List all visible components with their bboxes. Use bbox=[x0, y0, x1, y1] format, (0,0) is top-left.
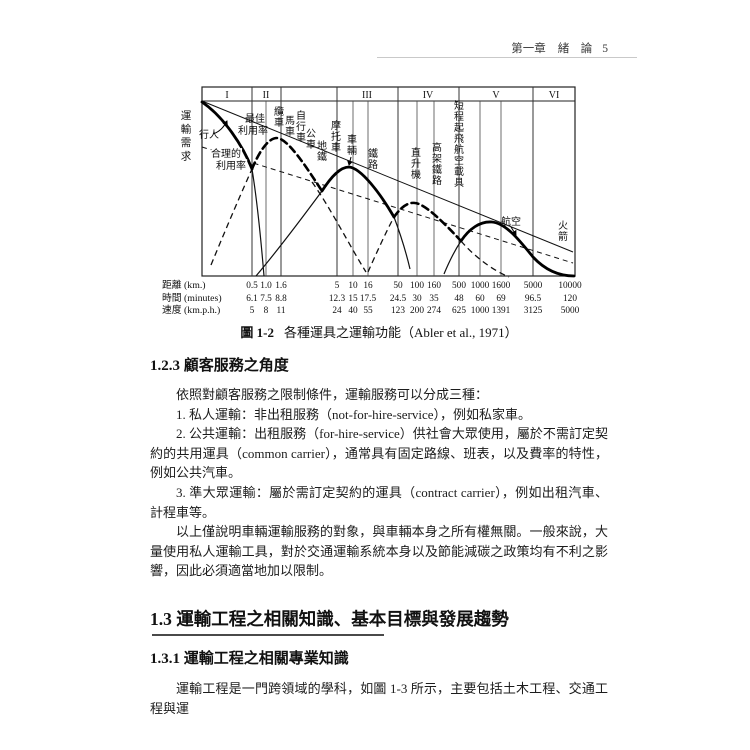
reasonable-use-label-1: 合理的 bbox=[211, 147, 241, 160]
chapter-label: 第一章 bbox=[511, 43, 546, 55]
paragraph-private-transport: 1. 私人運輸：非出租服務（not-for-hire-service），例如私家… bbox=[176, 406, 532, 422]
pedestrian-label: 行人 bbox=[199, 128, 219, 141]
svg-text:10: 10 bbox=[348, 281, 358, 291]
svg-text:625: 625 bbox=[452, 306, 466, 316]
svg-text:12.3: 12.3 bbox=[329, 294, 346, 304]
svg-text:8.8: 8.8 bbox=[275, 294, 287, 304]
svg-text:1.0: 1.0 bbox=[260, 281, 272, 291]
svg-text:55: 55 bbox=[363, 306, 373, 316]
figure-caption: 圖 1-2 各種運具之運輸功能（Abler et al., 1971） bbox=[150, 322, 608, 341]
bus-label: 公車 bbox=[304, 128, 316, 150]
zone-label-1: I bbox=[225, 90, 228, 101]
header-rule bbox=[377, 57, 637, 58]
horse-cart-label: 馬車 bbox=[283, 115, 295, 137]
svg-text:35: 35 bbox=[429, 294, 439, 304]
paragraph-public-transport: 2. 公共運輸：出租服務（for-hire-service）供社會大眾使用，屬於… bbox=[150, 426, 608, 481]
svg-text:5: 5 bbox=[250, 306, 255, 316]
paragraph-summary: 以上僅說明車輛運輸服務的對象，與車輛本身之所有權無關。一般來說，大量使用私人運輸… bbox=[150, 524, 608, 579]
speed-row-label: 速度 (km.p.h.) bbox=[162, 303, 220, 316]
svg-text:30: 30 bbox=[412, 294, 422, 304]
svg-text:50: 50 bbox=[393, 281, 403, 291]
svg-text:1.6: 1.6 bbox=[275, 281, 287, 291]
reasonable-use-label-2: 利用率 bbox=[216, 159, 246, 172]
motorcycle-label: 摩托車 bbox=[329, 119, 341, 153]
tick-grid bbox=[265, 101, 502, 276]
section-heading-1-3-1: 1.3.1 運輸工程之相關專業知識 bbox=[150, 650, 349, 667]
bicycle-label: 自行車 bbox=[294, 109, 306, 143]
cable-car-label: 纜車 bbox=[272, 105, 284, 128]
svg-text:5000: 5000 bbox=[524, 281, 543, 291]
running-header: 第一章緒 論 5 bbox=[511, 40, 608, 56]
paragraph-intro: 依照對顧客服務之限制條件，運輸服務可以分成三種： bbox=[176, 387, 489, 402]
speed-values: 5 8 11 24 40 55 123 200 274 625 1000 139… bbox=[250, 306, 580, 316]
svg-text:120: 120 bbox=[563, 294, 577, 304]
rocket-label: 火箭 bbox=[556, 220, 568, 242]
svg-text:11: 11 bbox=[277, 306, 286, 316]
svg-text:60: 60 bbox=[475, 294, 485, 304]
annotation-arrows bbox=[212, 120, 517, 236]
text-column: 1.2.3 顧客服務之角度 依照對顧客服務之限制條件，運輸服務可以分成三種： 1… bbox=[150, 356, 608, 718]
svg-text:69: 69 bbox=[496, 294, 506, 304]
vehicle-label: 車輛 bbox=[345, 133, 357, 156]
zone-label-2: II bbox=[263, 90, 270, 101]
figure-transport-modes-chart: I II III IV V VI bbox=[162, 86, 582, 316]
mode-curves bbox=[210, 168, 510, 278]
svg-text:123: 123 bbox=[391, 306, 405, 316]
svg-text:48: 48 bbox=[454, 294, 464, 304]
time-row-label: 時間 (minutes) bbox=[162, 292, 222, 304]
metro-label: 地鐵 bbox=[315, 139, 327, 162]
svg-text:1000: 1000 bbox=[471, 281, 490, 291]
time-values: 6.1 7.5 8.8 12.3 15 17.5 24.5 30 35 48 6… bbox=[246, 294, 577, 304]
svg-text:5: 5 bbox=[335, 281, 340, 291]
svg-text:3125: 3125 bbox=[524, 306, 543, 316]
chapter-title: 緒 論 bbox=[557, 43, 593, 55]
svg-text:7.5: 7.5 bbox=[260, 294, 272, 304]
svg-text:1600: 1600 bbox=[492, 281, 511, 291]
railway-label: 鐵路 bbox=[366, 147, 378, 170]
zone-label-5: V bbox=[492, 90, 500, 101]
svg-text:100: 100 bbox=[410, 281, 424, 291]
helicopter-label: 直升機 bbox=[409, 146, 421, 180]
svg-text:10000: 10000 bbox=[558, 281, 582, 291]
svg-text:274: 274 bbox=[427, 306, 441, 316]
figure-caption-text: 各種運具之運輸功能（Abler et al., 1971） bbox=[283, 325, 518, 340]
section-heading-1-3: 1.3 運輸工程之相關知識、基本目標與發展趨勢 bbox=[150, 606, 608, 636]
best-use-label-2: 利用率 bbox=[238, 124, 268, 137]
chart-frame bbox=[201, 86, 576, 277]
svg-text:17.5: 17.5 bbox=[360, 294, 377, 304]
svg-text:8: 8 bbox=[264, 306, 269, 316]
paragraph-paratransit: 3. 準大眾運輸：屬於需訂定契約的運具（contract carrier），例如… bbox=[150, 484, 608, 520]
distance-row-label: 距離 (km.) bbox=[162, 278, 206, 291]
svg-text:15: 15 bbox=[348, 294, 358, 304]
stol-aircraft-label: 短程起飛航空載具 bbox=[452, 99, 464, 188]
svg-text:16: 16 bbox=[363, 281, 373, 291]
svg-text:24: 24 bbox=[332, 306, 342, 316]
svg-text:200: 200 bbox=[410, 306, 424, 316]
zone-label-3: III bbox=[362, 90, 372, 101]
page-number: 5 bbox=[602, 43, 608, 55]
svg-text:1391: 1391 bbox=[492, 306, 511, 316]
svg-text:96.5: 96.5 bbox=[525, 294, 542, 304]
heading-underline bbox=[152, 633, 384, 636]
elevated-rail-label: 高架鐵路 bbox=[430, 141, 442, 186]
svg-text:40: 40 bbox=[348, 306, 358, 316]
y-axis-label: 運輸需求 bbox=[180, 110, 191, 164]
distance-values: 0.5 1.0 1.6 5 10 16 50 100 160 500 1000 … bbox=[246, 281, 582, 291]
reference-lines bbox=[201, 100, 574, 264]
aviation-label: 航空 bbox=[501, 215, 521, 228]
svg-text:24.5: 24.5 bbox=[390, 294, 407, 304]
best-use-label-1: 最佳 bbox=[245, 112, 265, 125]
section-heading-1-2-3: 1.2.3 顧客服務之角度 bbox=[150, 358, 289, 374]
figure-caption-number: 圖 1-2 bbox=[240, 325, 274, 340]
svg-text:6.1: 6.1 bbox=[246, 294, 258, 304]
zone-label-6: VI bbox=[549, 90, 560, 101]
zone-label-4: IV bbox=[423, 90, 434, 101]
svg-text:500: 500 bbox=[452, 281, 466, 291]
svg-text:0.5: 0.5 bbox=[246, 281, 258, 291]
svg-text:160: 160 bbox=[427, 281, 441, 291]
svg-text:5000: 5000 bbox=[561, 306, 580, 316]
svg-text:1000: 1000 bbox=[471, 306, 490, 316]
paragraph-interdisciplinary: 運輸工程是一門跨領域的學科，如圖 1-3 所示，主要包括土木工程、交通工程與運 bbox=[150, 680, 608, 716]
